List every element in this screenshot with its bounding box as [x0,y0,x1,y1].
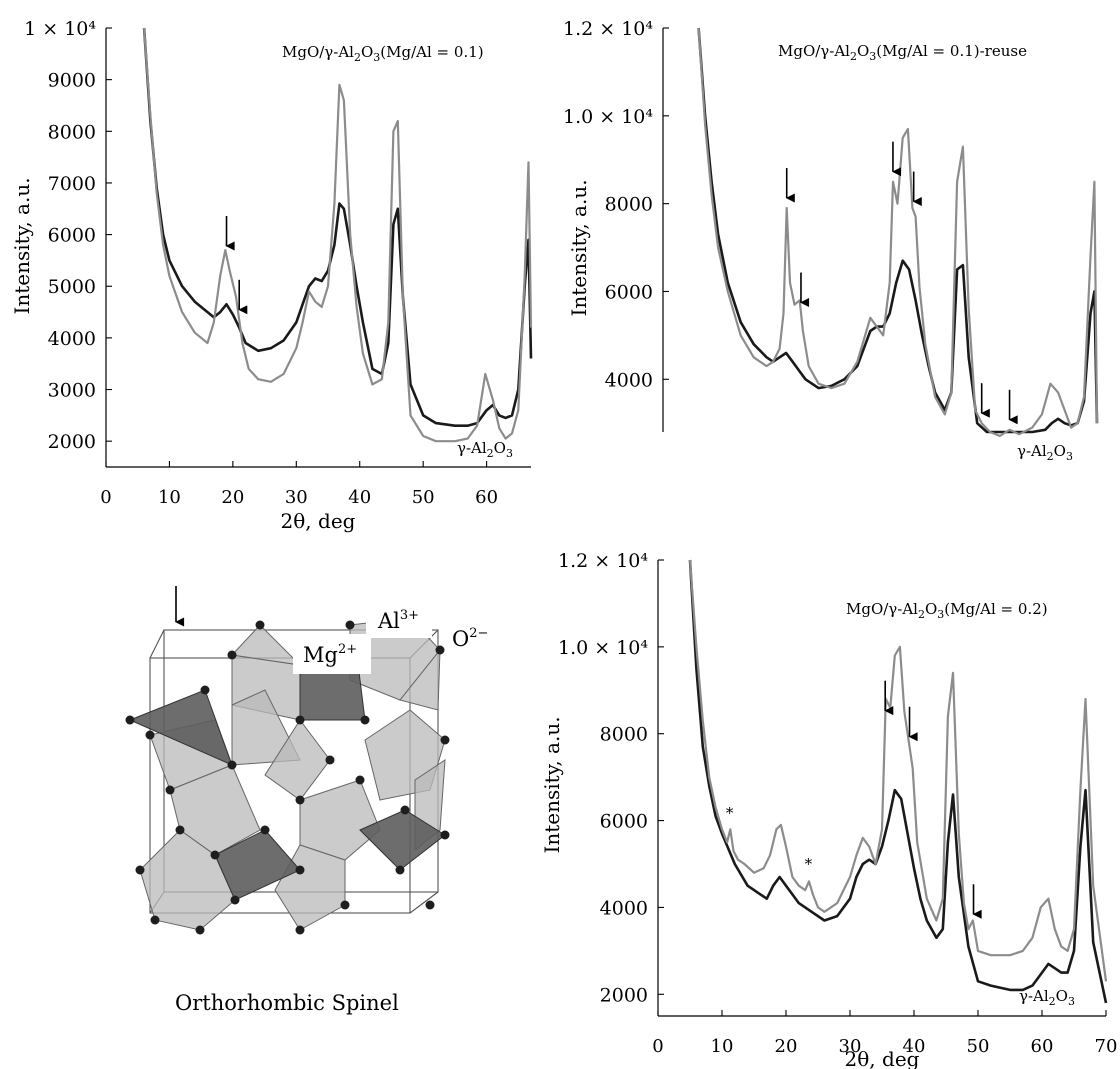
y-tick-label: 1 × 10⁴ [24,18,96,40]
chart-panel-top-left: 1 × 10⁴ 9000 8000 7000 6000 5000 4000 3000 2000 0… [10,18,533,533]
y-tick-label: 2000 [48,431,96,453]
chart-panel-top-right: 1.2 × 10⁴ 1.0 × 10⁴ 8000 6000 4000 MgO/γ-Al2… [563,18,1099,463]
octahedra-layer [139,617,446,931]
y-tick-label: 8000 [48,121,96,143]
x-axis-label: 2θ, deg [845,1047,920,1069]
y-tick-label: 1.2 × 10⁴ [558,550,648,572]
x-tick-label: 10 [711,1036,734,1057]
y-axis-label: Intensity, a.u. [10,177,34,314]
y-tick-label: 8000 [600,724,648,746]
impurity-star-marker: * [805,855,813,873]
chart-title: MgO/γ-Al2O3(Mg/Al = 0.2) [846,600,1048,621]
gamma-alumina-label: γ-Al2O3 [457,439,513,460]
impurity-star-marker: * [726,804,734,822]
gray-series-line [697,27,1099,438]
y-tick-label: 6000 [600,811,648,833]
x-tick-label: 0 [652,1036,663,1057]
y-tick-label: 7000 [48,173,96,195]
x-tick-label: 60 [1031,1036,1054,1057]
mg-label-box [293,634,371,674]
chart-title: MgO/γ-Al2O3(Mg/Al = 0.1) [282,43,484,64]
gamma-alumina-label: γ-Al2O3 [1017,442,1073,463]
x-tick-label: 30 [285,487,308,508]
y-tick-label: 4000 [48,328,96,350]
y-tick-label: 1.0 × 10⁴ [558,637,648,659]
x-tick-label: 20 [775,1036,798,1057]
orthorhombic-spinel-illustration: Al3+ Mg2+ O2− Orthorhombic Spinel [125,586,488,1015]
structure-caption: Orthorhombic Spinel [175,991,399,1015]
x-tick-label: 20 [221,487,244,508]
gray-series-line [688,559,1108,982]
y-tick-label: 2000 [600,984,648,1006]
x-tick-label: 70 [1095,1036,1118,1057]
y-tick-label: 3000 [48,380,96,402]
dark-series-line [697,27,1099,434]
chart-panel-bottom-right: 1.2 × 10⁴ 1.0 × 10⁴ 8000 6000 4000 2000 0 10 20 3… [540,550,1117,1069]
al-label-box [366,602,432,638]
y-tick-label: 6000 [605,281,653,303]
x-tick-label: 40 [903,1036,926,1057]
y-tick-label: 1.2 × 10⁴ [563,18,653,40]
y-axis-label: Intensity, a.u. [567,179,591,316]
y-tick-label: 4000 [605,369,653,391]
o-ion-label: O2− [452,626,488,651]
x-tick-label: 0 [100,487,111,508]
x-tick-label: 60 [475,487,498,508]
chart-title: MgO/γ-Al2O3(Mg/Al = 0.1)-reuse [778,42,1027,63]
y-tick-label: 9000 [48,70,96,92]
y-tick-label: 6000 [48,225,96,247]
x-tick-label: 40 [348,487,371,508]
al-ion-label: Al3+ [377,608,419,633]
dark-series-line [142,27,533,427]
x-tick-label: 10 [158,487,181,508]
y-tick-label: 1.0 × 10⁴ [563,106,653,128]
y-tick-label: 8000 [605,194,653,216]
gamma-alumina-label: γ-Al2O3 [1019,987,1075,1008]
gray-series-line [143,27,533,443]
dark-series-line [688,559,1108,1004]
x-axis-label: 2θ, deg [281,509,356,533]
mg-ion-label: Mg2+ [303,642,357,667]
y-tick-label: 5000 [48,276,96,298]
y-axis-label: Intensity, a.u. [540,716,564,853]
y-tick-label: 4000 [600,897,648,919]
x-tick-label: 50 [412,487,435,508]
x-tick-label: 30 [839,1036,862,1057]
x-tick-label: 50 [967,1036,990,1057]
